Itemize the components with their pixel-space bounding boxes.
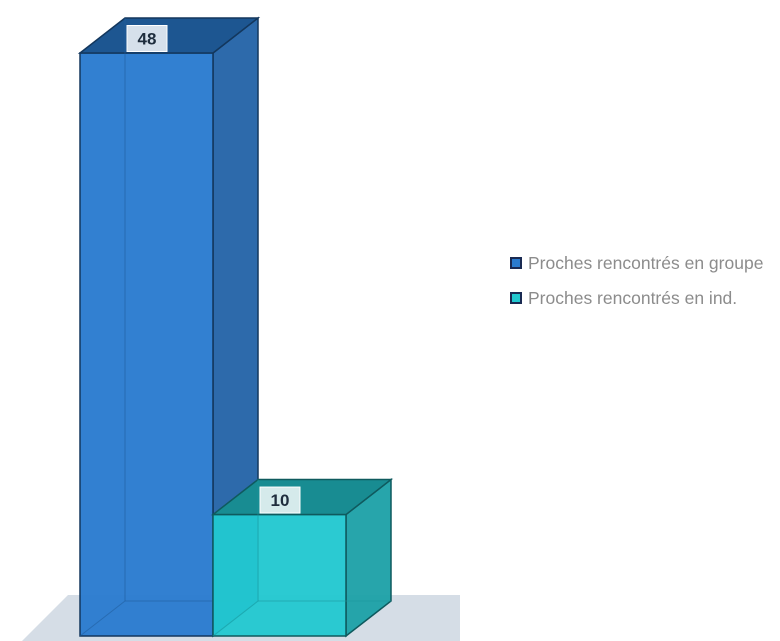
bar-floor-edge-ind [212, 600, 259, 637]
legend-swatch-groupe [510, 257, 522, 269]
bar-floor-edge-groupe [79, 600, 126, 637]
legend-swatch-ind [510, 292, 522, 304]
legend-label-groupe: Proches rencontrés en groupe [528, 253, 764, 273]
bar-front-ind [212, 513, 347, 637]
legend-item-groupe: Proches rencontrés en groupe [508, 252, 776, 275]
data-label-ind: 10 [271, 491, 290, 510]
data-label-groupe: 48 [138, 30, 157, 49]
data-label-box-ind [259, 486, 301, 514]
legend: Proches rencontrés en groupe Proches ren… [508, 252, 776, 322]
data-label-box-groupe [126, 25, 168, 52]
legend-label-ind: Proches rencontrés en ind. [528, 288, 738, 308]
legend-item-ind: Proches rencontrés en ind. [508, 287, 776, 310]
bar-front-groupe [79, 52, 214, 637]
